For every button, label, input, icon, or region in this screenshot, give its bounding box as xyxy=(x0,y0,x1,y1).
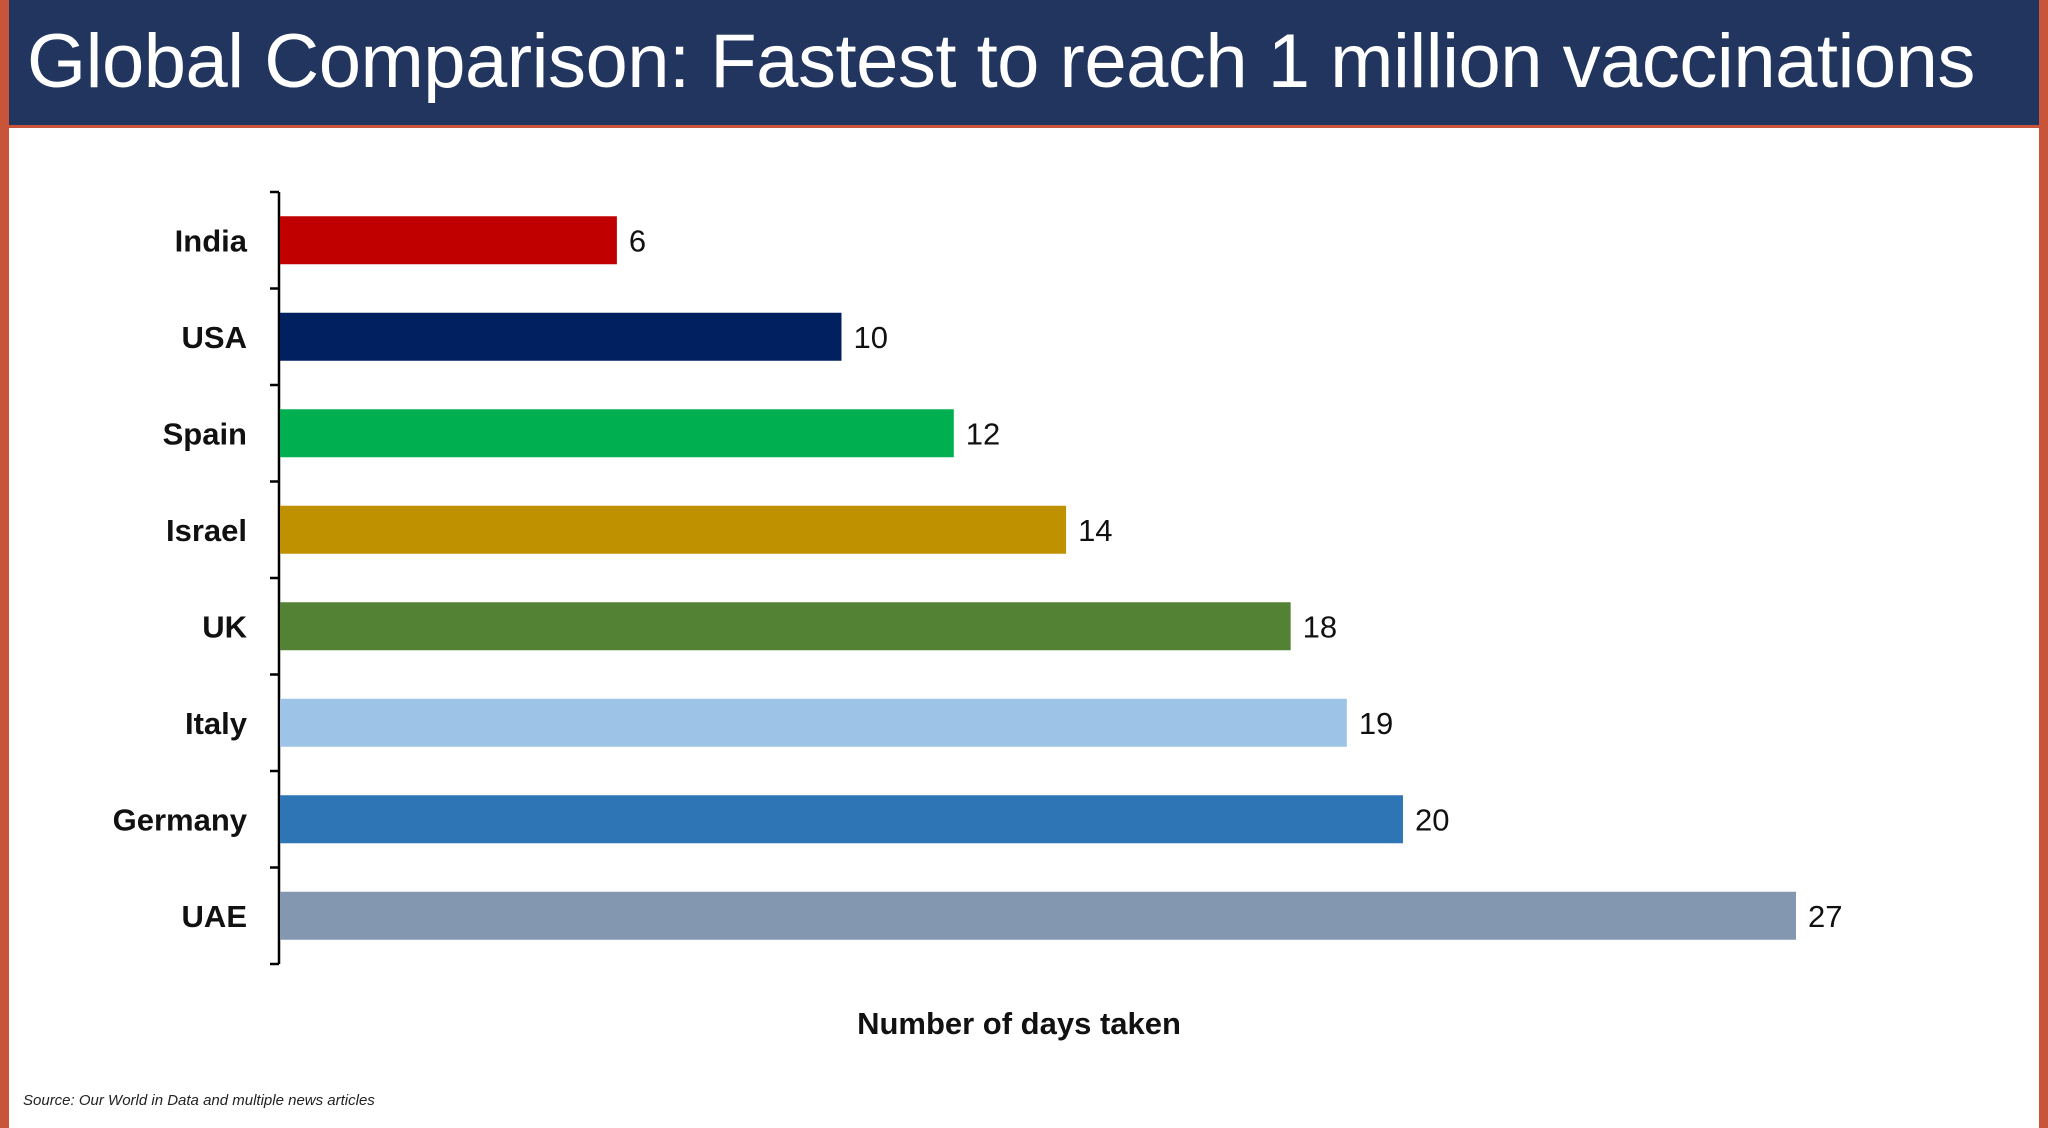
data-label: 12 xyxy=(966,416,1000,451)
data-labels: 6 10 12 14 18 19 20 27 xyxy=(629,223,1843,934)
category-label: Israel xyxy=(166,513,247,548)
data-label: 6 xyxy=(629,223,646,258)
category-label: UAE xyxy=(182,899,247,934)
category-label: USA xyxy=(182,320,247,355)
y-axis xyxy=(270,190,281,966)
bar-uae xyxy=(280,891,1796,940)
bar-india xyxy=(280,216,617,265)
data-label: 14 xyxy=(1078,513,1112,548)
bar-germany xyxy=(280,795,1403,844)
bar-italy xyxy=(280,698,1347,747)
bar-chart: India USA Spain Israel UK Italy Germany UAE 6 10… xyxy=(113,190,1843,966)
bar-israel xyxy=(280,505,1067,554)
x-axis-title: Number of days taken xyxy=(857,1006,1181,1041)
category-label: India xyxy=(175,223,248,258)
data-label: 19 xyxy=(1359,706,1393,741)
bar-uk xyxy=(280,602,1291,651)
title-bar: Global Comparison: Fastest to reach 1 mi… xyxy=(9,0,2039,128)
category-label: Spain xyxy=(163,416,247,451)
category-label: Germany xyxy=(113,802,248,837)
source-note: Source: Our World in Data and multiple n… xyxy=(23,1092,375,1109)
data-label: 10 xyxy=(853,320,887,355)
data-label: 20 xyxy=(1415,802,1449,837)
category-labels: India USA Spain Israel UK Italy Germany UAE xyxy=(113,223,248,934)
bar-spain xyxy=(280,409,954,458)
bars xyxy=(280,216,1796,940)
slide-title: Global Comparison: Fastest to reach 1 mi… xyxy=(27,19,1975,104)
category-label: Italy xyxy=(185,706,248,741)
data-label: 27 xyxy=(1808,899,1842,934)
bar-usa xyxy=(280,312,842,361)
data-label: 18 xyxy=(1303,609,1337,644)
category-label: UK xyxy=(202,609,247,644)
